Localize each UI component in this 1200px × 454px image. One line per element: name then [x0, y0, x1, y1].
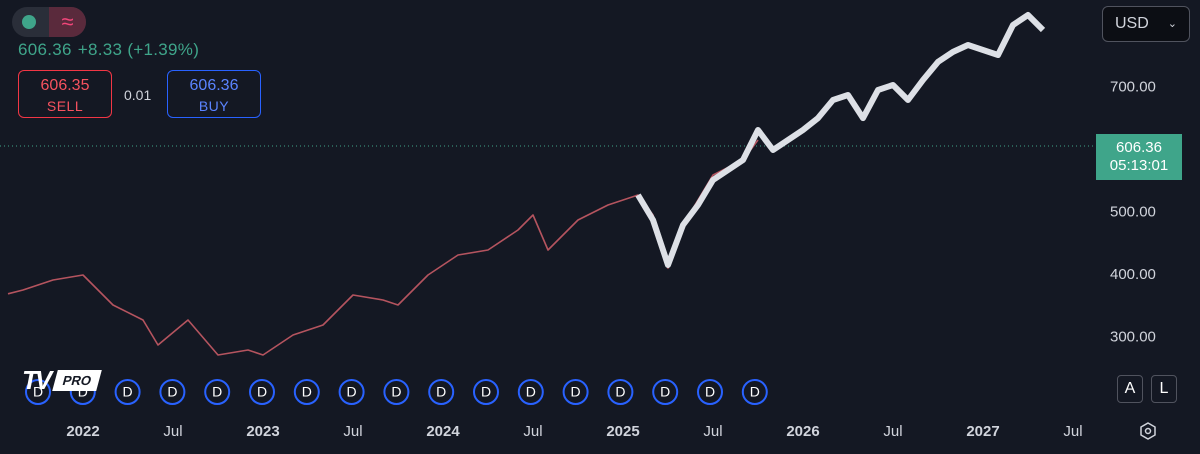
- dividend-marker: D: [383, 379, 410, 405]
- dividend-label: D: [347, 384, 357, 400]
- x-tick-label: 2025: [606, 423, 639, 440]
- projection-line: [635, 12, 1046, 268]
- dividend-marker: D: [517, 379, 544, 405]
- log-scale-button[interactable]: L: [1151, 375, 1177, 403]
- x-tick-label: Jul: [703, 423, 722, 440]
- dividend-circle: [338, 379, 365, 405]
- dividend-circle: [473, 379, 499, 405]
- logo-mark: TV: [22, 365, 52, 395]
- dividend-marker: D: [204, 379, 231, 405]
- x-tick-label: Jul: [1063, 423, 1082, 440]
- status-dot: [22, 15, 36, 29]
- dividend-label: D: [526, 384, 536, 400]
- dividend-circle: [428, 379, 455, 405]
- x-tick-label: Jul: [523, 423, 542, 440]
- dividend-marker: D: [338, 379, 365, 405]
- dividend-label: D: [123, 384, 133, 400]
- dividend-marker: D: [428, 379, 455, 405]
- last-price-value: 606.36: [1116, 139, 1162, 157]
- dividend-label: D: [571, 384, 581, 400]
- dividend-label: D: [705, 384, 715, 400]
- dividend-marker: D: [607, 379, 634, 405]
- dividend-circle: [607, 379, 634, 405]
- dividend-circle: [159, 379, 186, 405]
- dividend-circle: [697, 379, 723, 405]
- dividend-label: D: [257, 384, 267, 400]
- price-line: [7, 139, 759, 356]
- price-change: +8.33 (+1.39%): [77, 40, 200, 59]
- dividend-circle: [562, 379, 589, 405]
- dividend-circle: [517, 379, 544, 405]
- buy-label: BUY: [198, 98, 230, 114]
- last-price: 606.36: [18, 40, 72, 59]
- dividend-marker: D: [25, 379, 51, 405]
- dividend-circle: [204, 379, 231, 405]
- dividend-label: D: [391, 384, 401, 400]
- y-tick-label: 700.00: [1110, 78, 1156, 95]
- dividend-label: D: [436, 384, 446, 400]
- wave-icon[interactable]: ≈: [49, 7, 86, 37]
- y-tick-label: 400.00: [1110, 266, 1156, 283]
- spread: 0.01: [124, 87, 152, 103]
- x-tick-label: 2024: [426, 423, 460, 440]
- dividend-circle: [741, 379, 768, 405]
- buy-price: 606.36: [189, 77, 239, 94]
- sell-button[interactable]: 606.35 SELL: [18, 70, 112, 118]
- logo-badge: PRO: [52, 370, 103, 391]
- settings-icon-center: [1144, 427, 1152, 435]
- dividend-label: D: [302, 384, 312, 400]
- dividend-label: D: [78, 384, 88, 400]
- dividend-label: D: [212, 384, 222, 400]
- sell-label: SELL: [46, 98, 84, 114]
- currency: USD: [1115, 15, 1149, 32]
- x-tick-label: 2023: [246, 423, 279, 440]
- dividend-marker: D: [473, 379, 499, 405]
- dividend-label: D: [660, 384, 670, 400]
- dividend-label: D: [167, 384, 177, 400]
- dividend-marker: D: [652, 379, 679, 405]
- y-tick-label: 300.00: [1110, 328, 1156, 345]
- sell-price: 606.35: [40, 77, 90, 94]
- dividend-marker: D: [114, 379, 141, 405]
- x-tick-label: 2022: [66, 423, 99, 440]
- dividend-circle: [383, 379, 410, 405]
- dividend-circle: [114, 379, 141, 405]
- countdown: 05:13:01: [1109, 157, 1169, 175]
- dividend-marker: D: [697, 379, 723, 405]
- dividend-label: D: [33, 384, 43, 400]
- currency-select[interactable]: USD ⌄: [1102, 6, 1190, 42]
- buy-button[interactable]: 606.36 BUY: [167, 70, 261, 118]
- dividend-label: D: [481, 384, 491, 400]
- y-tick-label: 500.00: [1110, 203, 1156, 220]
- dividend-circle: [25, 379, 51, 405]
- dividend-marker: D: [159, 379, 186, 405]
- x-tick-label: 2027: [966, 423, 999, 440]
- quote-line: 606.36 +8.33 (+1.39%): [18, 40, 199, 60]
- logo[interactable]: TV PRO: [22, 365, 103, 395]
- last-price-label: 606.36 05:13:01: [1096, 134, 1182, 181]
- dividend-label: D: [750, 384, 760, 400]
- dividend-marker: D: [249, 379, 275, 405]
- x-tick-label: Jul: [163, 423, 182, 440]
- x-tick-label: 2026: [786, 423, 819, 440]
- dividend-marker: D: [562, 379, 589, 405]
- dividend-circle: [652, 379, 679, 405]
- x-tick-label: Jul: [343, 423, 362, 440]
- dividend-circle: [293, 379, 320, 405]
- indicator-toggle[interactable]: ≈: [12, 7, 86, 37]
- dividend-label: D: [615, 384, 625, 400]
- dividend-circle: [249, 379, 275, 405]
- auto-scale-button[interactable]: A: [1117, 375, 1143, 403]
- dividend-marker: D: [741, 379, 768, 405]
- x-tick-label: Jul: [883, 423, 902, 440]
- chevron: ⌄: [1167, 18, 1177, 30]
- dividend-marker: D: [293, 379, 320, 405]
- settings-icon: [1140, 422, 1156, 440]
